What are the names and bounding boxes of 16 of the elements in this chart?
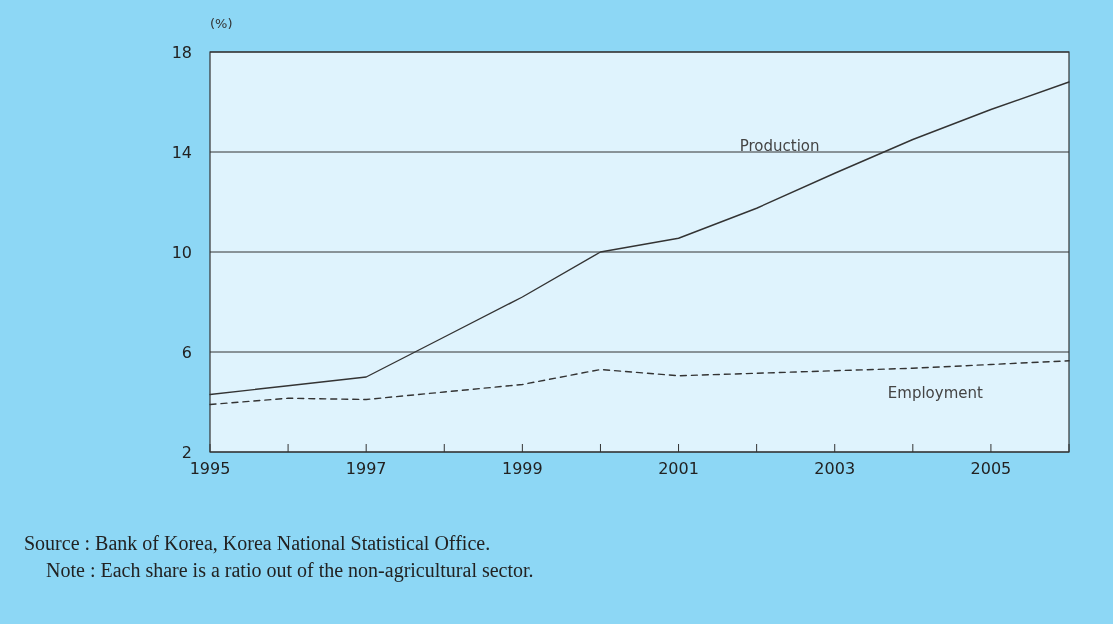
series-label: Production (739, 137, 820, 156)
x-tick-label: 1995 (189, 459, 231, 478)
source-note: Source : Bank of Korea, Korea National Statistical Office. (24, 532, 491, 554)
y-tick-label: 2 (181, 443, 192, 462)
y-tick-label: 14 (171, 143, 192, 162)
x-tick-label: 1997 (345, 459, 387, 478)
x-tick-label: 2003 (814, 459, 856, 478)
y-tick-label: 6 (181, 343, 192, 362)
x-tick-label: 2005 (970, 459, 1012, 478)
y-axis-title: (%) (210, 16, 233, 31)
y-tick-label: 10 (171, 243, 192, 262)
x-tick-label: 2001 (658, 459, 699, 478)
text: Note : Each share is a ratio out of the non-agricultural sector. (46, 559, 534, 582)
y-tick-label: 18 (171, 43, 192, 62)
x-tick-label: 1999 (502, 459, 543, 478)
series-label: Employment (887, 384, 983, 403)
